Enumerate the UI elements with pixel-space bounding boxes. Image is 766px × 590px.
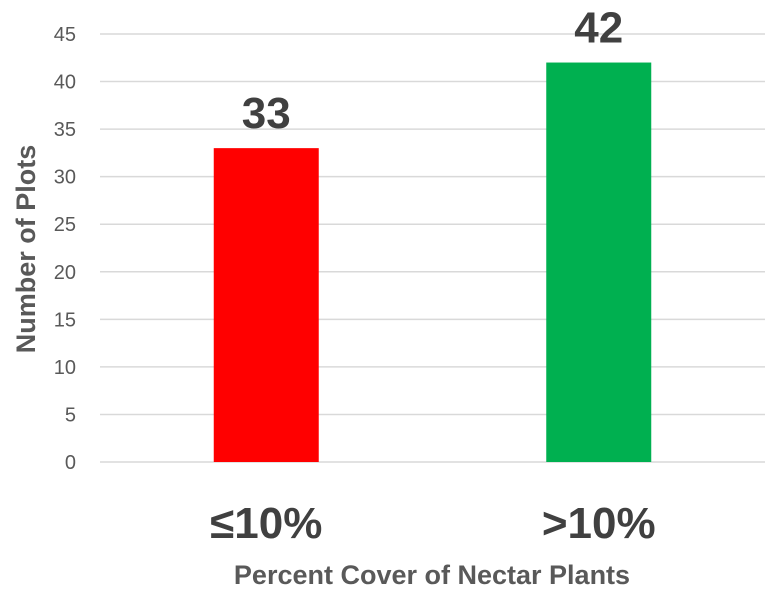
category-label-2: >10% xyxy=(542,499,656,548)
y-tick-label: 0 xyxy=(65,452,76,474)
data-label-2: 42 xyxy=(574,4,623,53)
y-tick-label: 20 xyxy=(54,262,76,284)
y-tick-label: 45 xyxy=(54,24,76,46)
y-tick-label: 35 xyxy=(54,119,76,141)
x-axis-title: Percent Cover of Nectar Plants xyxy=(234,560,630,590)
bars xyxy=(213,62,652,463)
y-tick-label: 40 xyxy=(54,72,76,94)
category-labels: ≤10% >10% xyxy=(210,499,655,548)
y-axis-title: Number of Plots xyxy=(11,145,41,354)
bar-2 xyxy=(546,62,652,463)
bar-1 xyxy=(213,148,319,462)
y-tick-label: 30 xyxy=(54,167,76,189)
data-label-1: 33 xyxy=(242,89,291,138)
y-tick-label: 5 xyxy=(65,404,76,426)
y-tick-label: 15 xyxy=(54,309,76,331)
y-tick-label: 10 xyxy=(54,357,76,379)
category-label-1: ≤10% xyxy=(210,499,322,548)
gridlines xyxy=(100,33,765,463)
y-axis-ticks: 0 5 10 15 20 25 30 35 40 45 xyxy=(54,24,76,474)
y-tick-label: 25 xyxy=(54,214,76,236)
data-labels: 33 42 xyxy=(242,4,623,139)
